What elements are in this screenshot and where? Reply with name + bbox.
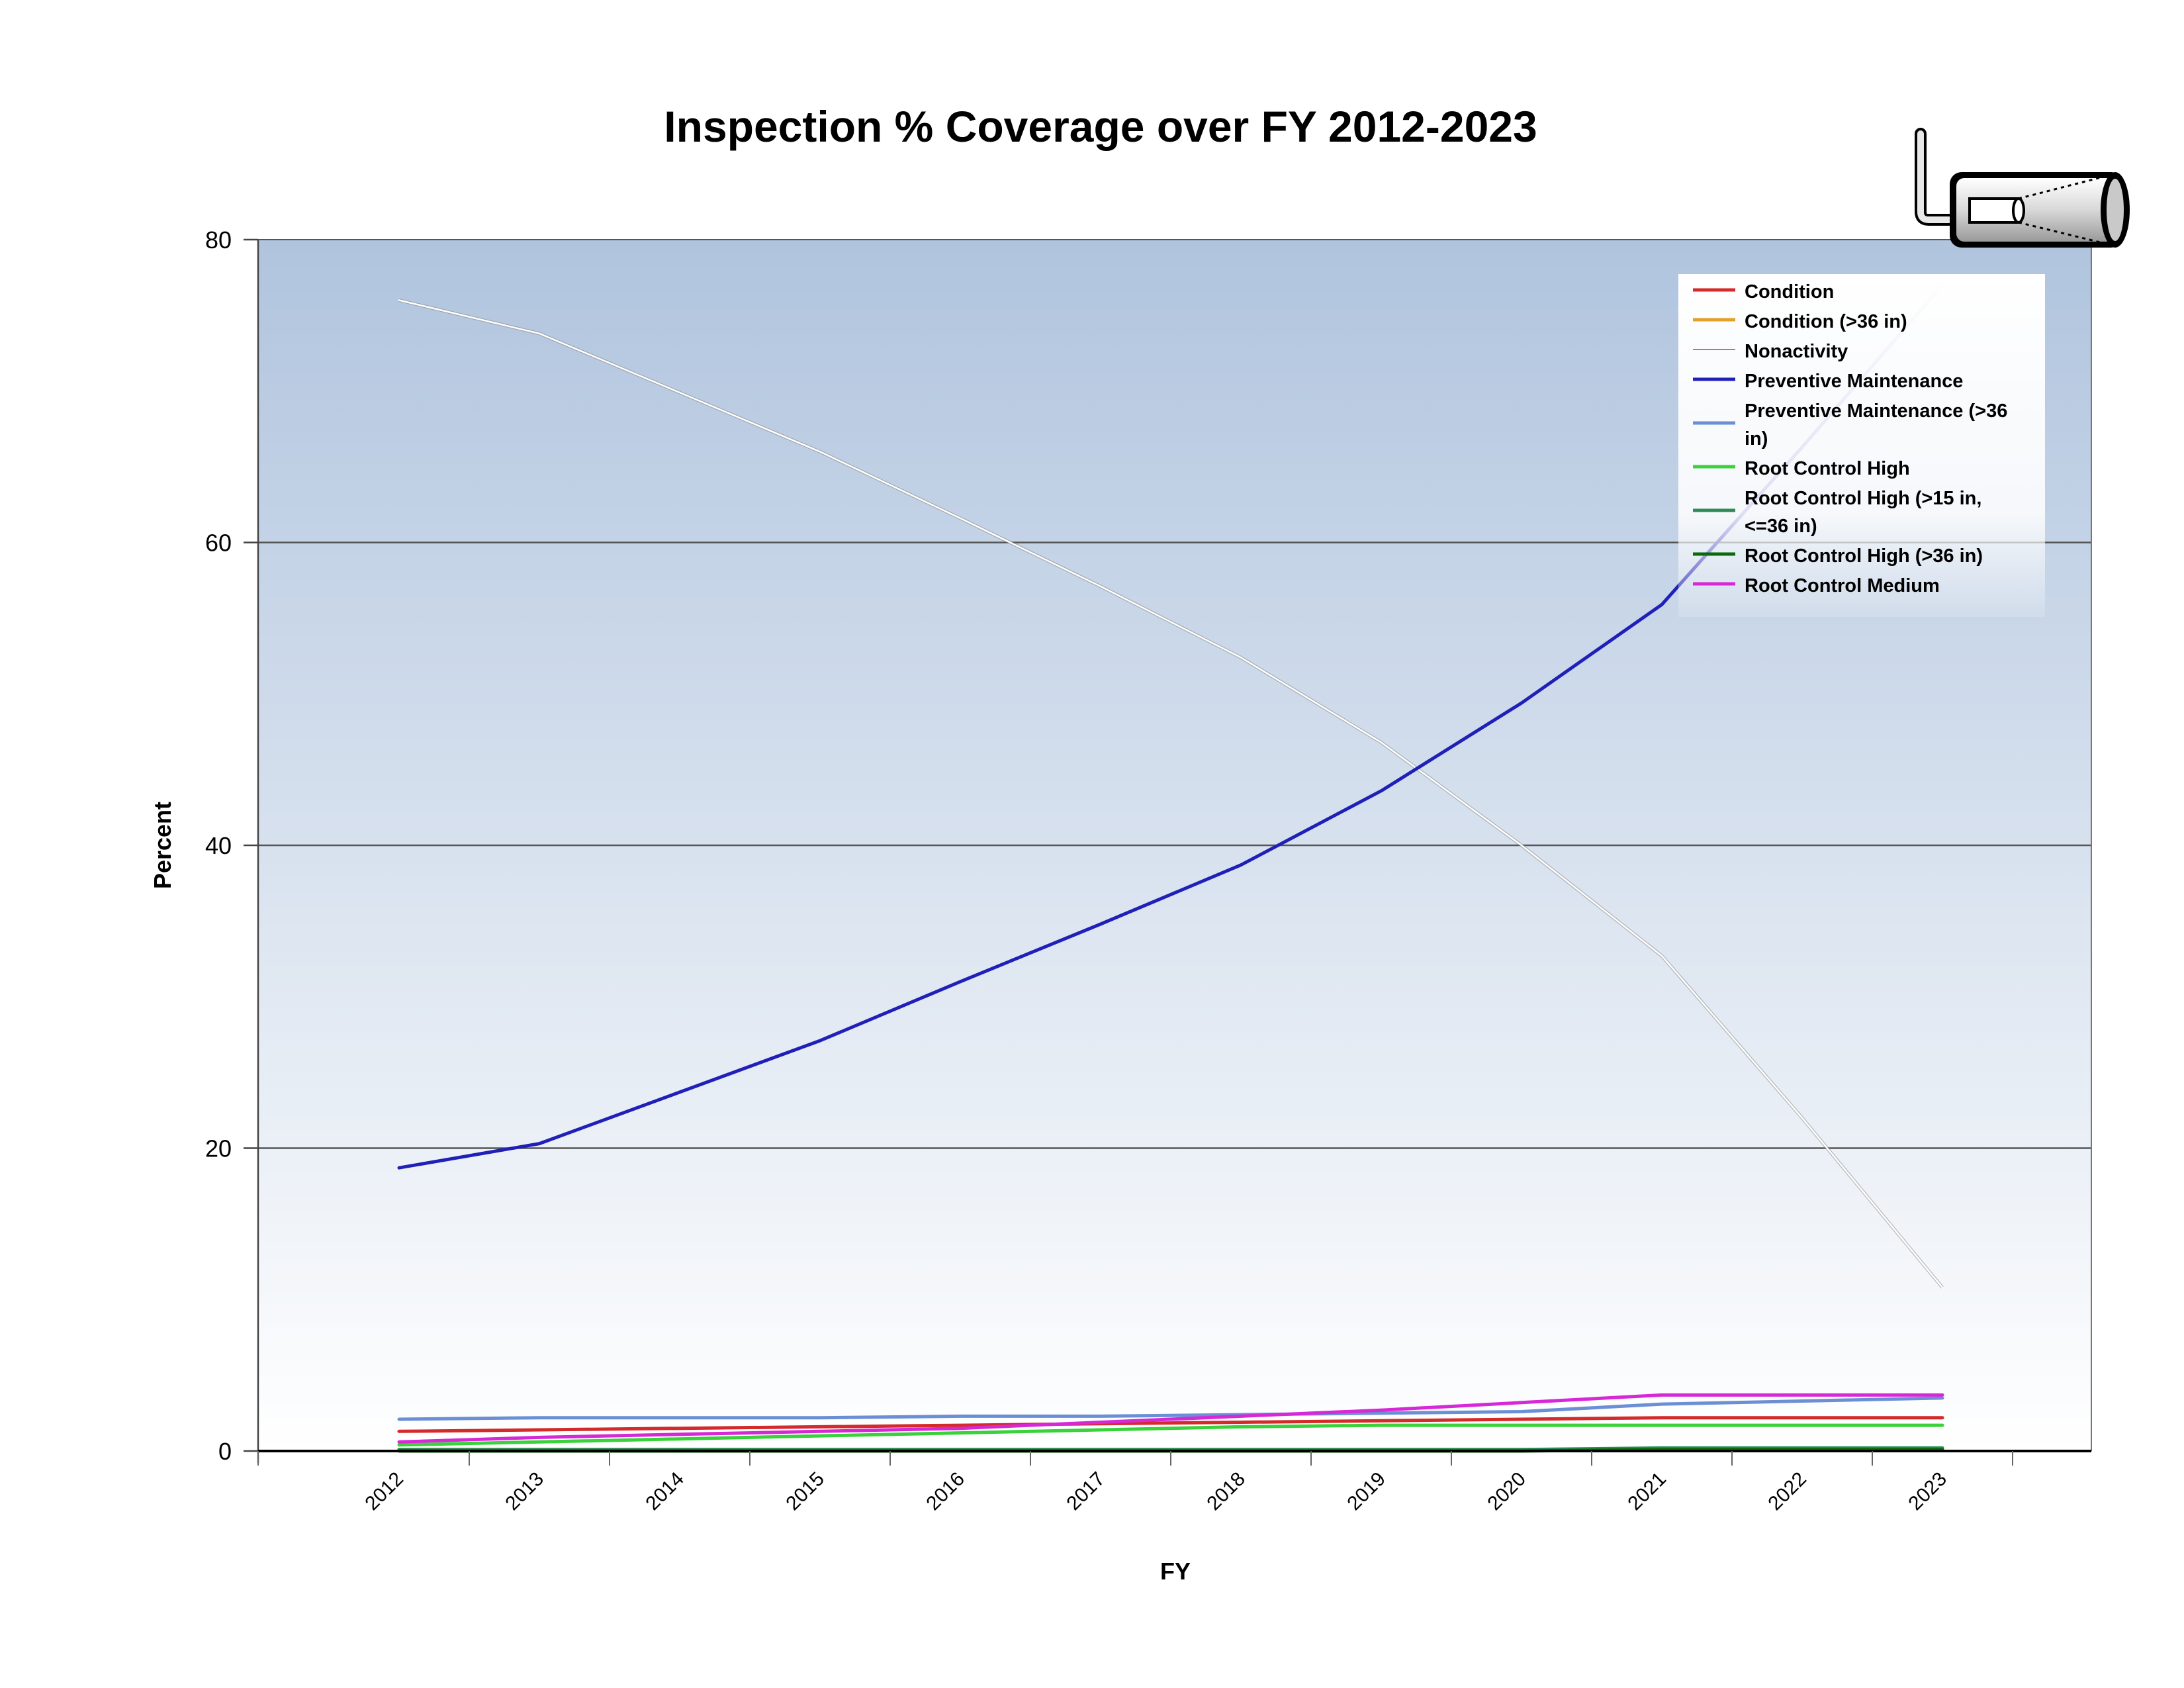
legend-label: Root Control High (>15 in, <=36 in)	[1745, 488, 1981, 537]
legend-box	[1678, 274, 2045, 617]
legend-label: Condition	[1745, 281, 1834, 303]
x-tick-label: 2023	[1904, 1468, 1951, 1515]
x-tick-label: 2016	[922, 1468, 969, 1515]
series-line	[397, 1396, 1944, 1421]
y-tick-label: 80	[205, 226, 232, 254]
x-tick-label: 2013	[501, 1468, 548, 1515]
x-axis-label: FY	[1160, 1558, 1191, 1585]
legend-label: Preventive Maintenance	[1745, 371, 1963, 392]
series-line	[397, 1393, 1944, 1444]
series-line	[397, 1416, 1944, 1433]
y-axis-label: Percent	[149, 802, 176, 889]
x-tick-label: 2019	[1343, 1468, 1390, 1515]
y-tick-label: 20	[205, 1135, 232, 1162]
series-line	[398, 299, 1944, 1289]
legend-label: Root Control High	[1745, 458, 1910, 479]
legend-label: Root Control High (>36 in)	[1745, 545, 1983, 567]
legend-label: Root Control Medium	[1745, 575, 1940, 596]
x-tick-label: 2017	[1062, 1468, 1109, 1515]
legend: Condition Condition (>36 in) Nonactivity Pr…	[1678, 274, 2045, 617]
legend-label: Nonactivity	[1745, 341, 1848, 362]
x-tick-label: 2014	[641, 1468, 688, 1515]
x-tick-label: 2021	[1623, 1468, 1670, 1515]
x-tick-label: 2015	[782, 1468, 829, 1515]
x-tick-label: 2018	[1203, 1468, 1250, 1515]
series-line	[397, 1423, 1944, 1447]
chart-title: Inspection % Coverage over FY 2012-2023	[664, 102, 1537, 151]
legend-label: Condition (>36 in)	[1745, 311, 1907, 332]
series-lines	[397, 283, 1944, 1453]
y-tick-label: 60	[205, 530, 232, 557]
x-tick-label: 2020	[1483, 1468, 1530, 1515]
y-tick-label: 0	[218, 1438, 232, 1465]
x-tick-label: 2022	[1764, 1468, 1811, 1515]
x-axis-ticks: 2012 2013 2014 2015 2016 2017 2018 2019 2020 2021…	[257, 1451, 2013, 1515]
y-tick-label: 40	[205, 832, 232, 859]
x-tick-label: 2012	[361, 1468, 408, 1515]
legend-label: Preventive Maintenance (>36 in)	[1745, 400, 2007, 449]
y-axis-ticks: 0 20 40 60 80	[205, 226, 258, 1465]
sewer-camera-icon	[1915, 128, 2130, 248]
